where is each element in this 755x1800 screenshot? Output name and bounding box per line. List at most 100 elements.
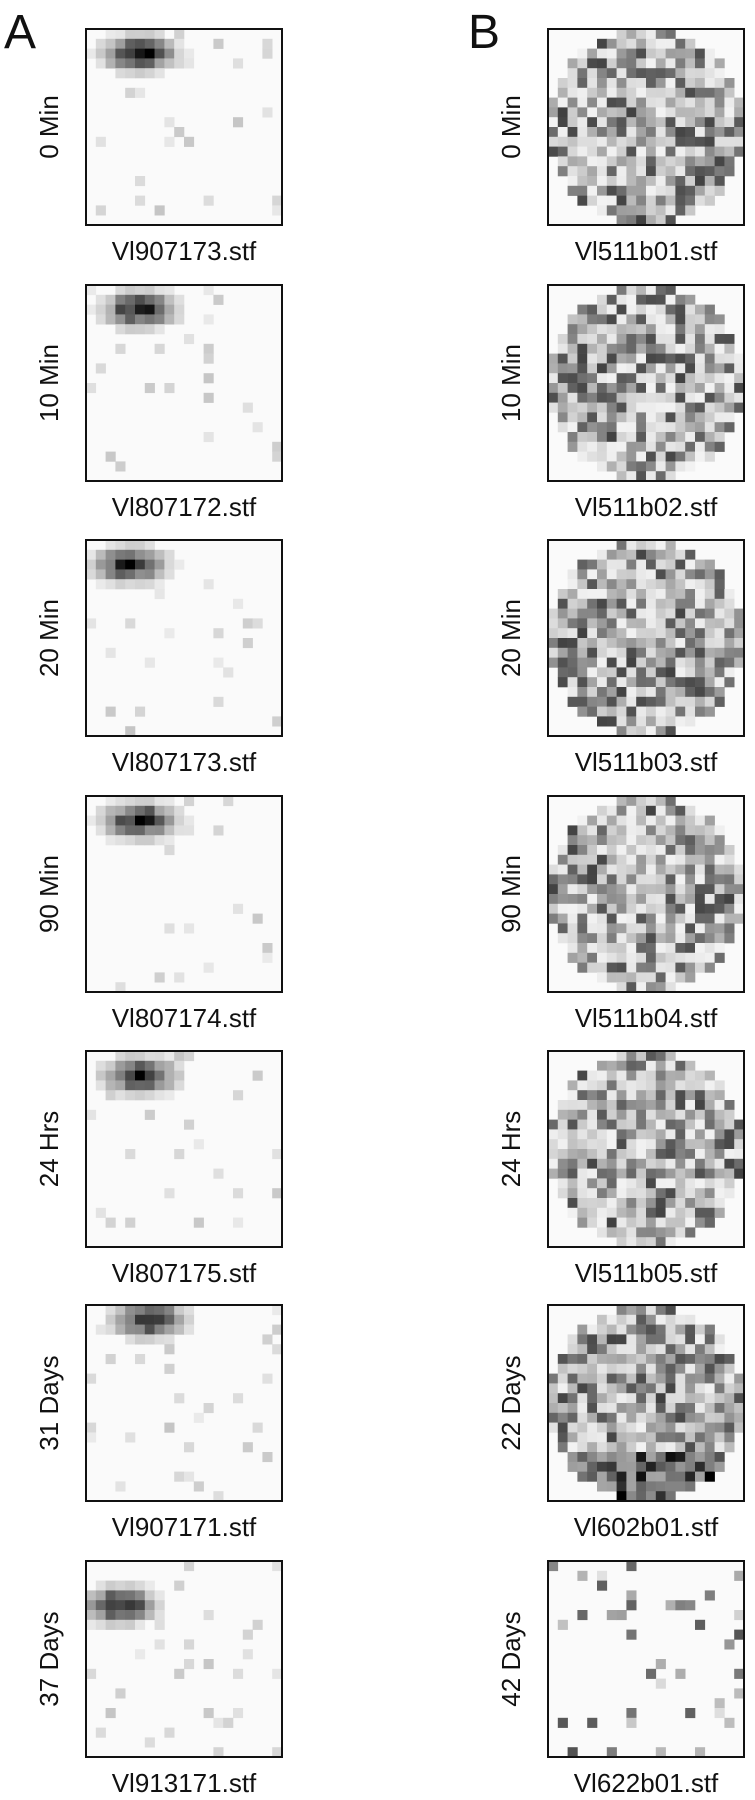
heatmap-cell — [695, 1100, 706, 1111]
heatmap-cell — [577, 392, 588, 403]
heatmap-cell — [587, 706, 598, 717]
heatmap-cell — [665, 441, 676, 452]
heatmap-cell — [144, 304, 155, 315]
heatmap-cell — [714, 1393, 725, 1404]
heatmap-cell — [135, 29, 146, 40]
heatmap-cell — [655, 1100, 666, 1111]
heatmap-cell — [636, 166, 647, 177]
heatmap-cell — [597, 913, 608, 924]
heatmap-cell — [135, 1324, 146, 1335]
heatmap-cell — [714, 324, 725, 335]
heatmap-cell — [646, 1481, 657, 1492]
heatmap-cell — [626, 1198, 637, 1209]
heatmap-cell — [675, 87, 686, 98]
heatmap-cell — [587, 874, 598, 885]
heatmap-cell — [174, 1080, 185, 1091]
heatmap-cell — [636, 1324, 647, 1335]
heatmap-cell — [597, 205, 608, 216]
heatmap-cell — [95, 1207, 106, 1218]
time-label: 0 Min — [34, 95, 64, 159]
heatmap-cell — [655, 962, 666, 973]
heatmap-cell — [616, 402, 627, 413]
heatmap-cell — [646, 383, 657, 394]
heatmap-cell — [626, 1471, 637, 1482]
heatmap-cell — [675, 1198, 686, 1209]
heatmap-cell — [734, 628, 745, 639]
heatmap-cell — [675, 1188, 686, 1199]
heatmap-cell — [636, 549, 647, 560]
heatmap-cell — [626, 1314, 637, 1325]
heatmap-cell — [135, 1051, 146, 1062]
heatmap-cell — [616, 1363, 627, 1374]
heatmap-cell — [714, 166, 725, 177]
heatmap-cell — [626, 845, 637, 856]
heatmap — [85, 539, 283, 737]
heatmap-cell — [557, 117, 568, 128]
heatmap-cell — [734, 903, 745, 914]
heatmap-cell — [665, 304, 676, 315]
heatmap-cell — [665, 402, 676, 413]
heatmap-cell — [606, 353, 617, 364]
heatmap-cell — [144, 1080, 155, 1091]
heatmap-cell — [115, 1324, 126, 1335]
heatmap-cell — [704, 1149, 715, 1160]
heatmap-cell — [704, 1412, 715, 1423]
heatmap-cell — [203, 373, 214, 384]
heatmap-cell — [135, 1334, 146, 1345]
heatmap-cell — [597, 1452, 608, 1463]
heatmap-cell — [616, 864, 627, 875]
heatmap-cell — [548, 657, 559, 668]
heatmap-cell — [626, 1373, 637, 1384]
heatmap-cell — [115, 58, 126, 69]
heatmap-cell — [724, 1168, 735, 1179]
heatmap-cell — [714, 923, 725, 934]
heatmap-cell — [695, 1188, 706, 1199]
heatmap-cell — [164, 1051, 175, 1062]
heatmap-cell — [548, 1561, 559, 1572]
heatmap-cell — [724, 156, 735, 167]
heatmap-cell — [577, 304, 588, 315]
heatmap-cell — [557, 1188, 568, 1199]
heatmap-cell — [714, 845, 725, 856]
heatmap-cell — [597, 363, 608, 374]
heatmap-cell — [646, 1344, 657, 1355]
heatmap-cell — [636, 422, 647, 433]
heatmap-cell — [626, 1481, 637, 1492]
heatmap-cell — [567, 107, 578, 118]
heatmap-cell — [567, 1373, 578, 1384]
heatmap-cell — [577, 667, 588, 678]
heatmap-cell — [597, 1334, 608, 1345]
heatmap-cell — [557, 402, 568, 413]
heatmap-cell — [616, 1080, 627, 1091]
heatmap-cell — [665, 1149, 676, 1160]
heatmap-cell — [675, 324, 686, 335]
heatmap-cell — [597, 854, 608, 865]
heatmap-cell — [587, 589, 598, 600]
heatmap-cell — [587, 432, 598, 443]
heatmap-cell — [734, 874, 745, 885]
heatmap-cell — [154, 825, 165, 836]
heatmap-cell — [144, 1305, 155, 1316]
heatmap-cell — [655, 618, 666, 629]
heatmap-cell — [606, 195, 617, 206]
heatmap-cell — [597, 107, 608, 118]
heatmap-cell — [695, 1158, 706, 1169]
heatmap-cell — [685, 176, 696, 187]
heatmap-cell — [567, 343, 578, 354]
heatmap-cell — [685, 441, 696, 452]
heatmap-cell — [606, 1344, 617, 1355]
heatmap-cell — [616, 815, 627, 826]
heatmap-cell — [626, 412, 637, 423]
time-label: 31 Days — [34, 1355, 64, 1450]
heatmap-cell — [665, 982, 676, 993]
heatmap-cell — [577, 962, 588, 973]
heatmap-cell — [587, 1442, 598, 1453]
heatmap-cell — [105, 314, 116, 325]
heatmap-cell — [557, 647, 568, 658]
heatmap-cell — [597, 136, 608, 147]
heatmap-cell — [704, 1344, 715, 1355]
heatmap-cell — [105, 1354, 116, 1365]
heatmap-cell — [685, 1119, 696, 1130]
heatmap-cell — [695, 68, 706, 79]
heatmap-cell — [597, 1168, 608, 1179]
